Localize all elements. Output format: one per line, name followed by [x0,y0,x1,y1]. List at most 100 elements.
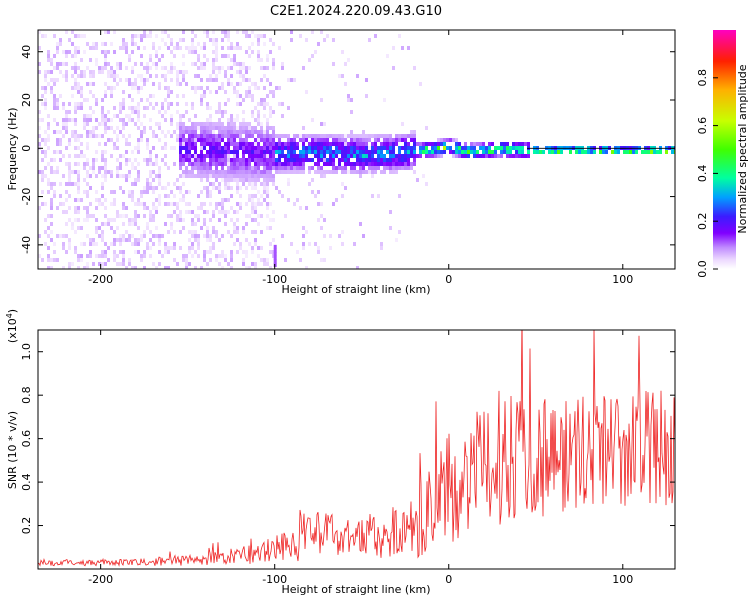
heatmap-cell [293,138,296,142]
heatmap-cell [329,246,332,250]
heatmap-cell [107,74,110,78]
heatmap-cell [47,54,50,58]
heatmap-cell [104,62,107,66]
heatmap-cell [143,126,146,130]
heatmap-cell [119,162,122,166]
heatmap-cell [137,226,140,230]
heatmap-cell [155,162,158,166]
heatmap-cell [386,134,389,138]
heatmap-cell [413,130,416,134]
heatmap-cell [257,170,260,174]
heatmap-cell [104,130,107,134]
heatmap-cell [110,118,113,122]
heatmap-cell [278,170,281,174]
heatmap-cell [188,162,191,166]
heatmap-cell [248,78,251,82]
heatmap-cell [377,134,380,138]
heatmap-cell [230,122,233,126]
heatmap-cell [311,118,314,122]
heatmap-cell [227,130,230,134]
heatmap-cell [152,82,155,86]
heatmap-cell [182,162,185,166]
heatmap-cell [455,138,458,142]
heatmap-cell [272,162,275,166]
heatmap-cell [410,166,413,170]
heatmap-cell [374,34,377,38]
heatmap-cell [275,158,278,162]
heatmap-cell [248,126,251,130]
heatmap-cell [155,50,158,54]
heatmap-cell [113,114,116,118]
heatmap-cell [197,86,200,90]
heatmap-cell [302,162,305,166]
heatmap-cell [86,194,89,198]
heatmap-cell [83,162,86,166]
heatmap-cell [98,142,101,146]
heatmap-cell [179,158,182,162]
heatmap-cell [314,154,317,158]
heatmap-cell [233,146,236,150]
heatmap-cell [323,170,326,174]
heatmap-cell [296,170,299,174]
heatmap-cell [74,78,77,82]
heatmap-cell [218,102,221,106]
heatmap-cell [119,66,122,70]
heatmap-cell [74,110,77,114]
heatmap-cell [323,218,326,222]
heatmap-cell [308,158,311,162]
heatmap-cell [170,246,173,250]
heatmap-cell [344,146,347,150]
heatmap-cell [203,222,206,226]
heatmap-cell [272,130,275,134]
heatmap-cell [179,122,182,126]
heatmap-cell [404,134,407,138]
heatmap-cell [320,166,323,170]
heatmap-cell [509,154,512,158]
heatmap-cell [95,58,98,62]
heatmap-cell [44,74,47,78]
heatmap-cell [218,186,221,190]
heatmap-cell [77,182,80,186]
heatmap-cell [419,150,422,154]
heatmap-cell [302,246,305,250]
heatmap-cell [65,198,68,202]
heatmap-cell [392,170,395,174]
heatmap-cell [188,174,191,178]
heatmap-cell [476,150,479,154]
heatmap-cell [209,154,212,158]
heatmap-cell [230,130,233,134]
y-tick-label: 40 [20,45,33,59]
heatmap-cell [314,50,317,54]
heatmap-cell [191,210,194,214]
heatmap-cell [188,46,191,50]
heatmap-cell [215,90,218,94]
heatmap-cell [146,222,149,226]
heatmap-cell [521,146,524,150]
heatmap-cell [212,242,215,246]
heatmap-cell [401,46,404,50]
heatmap-cell [167,194,170,198]
heatmap-cell [173,130,176,134]
heatmap-cell [605,150,608,154]
heatmap-cell [221,166,224,170]
heatmap-cell [323,234,326,238]
heatmap-cell [242,258,245,262]
heatmap-cell [101,222,104,226]
heatmap-cell [299,162,302,166]
heatmap-cell [245,266,248,269]
heatmap-cell [158,238,161,242]
heatmap-cell [230,66,233,70]
heatmap-cell [230,266,233,269]
heatmap-cell [251,170,254,174]
heatmap-cell [143,254,146,258]
heatmap-cell [161,66,164,70]
heatmap-cell [368,146,371,150]
heatmap-cell [317,246,320,250]
heatmap-cell [257,174,260,178]
heatmap-cell [119,174,122,178]
heatmap-cell [236,114,239,118]
heatmap-cell [128,78,131,82]
heatmap-cell [98,166,101,170]
heatmap-cell [176,138,179,142]
